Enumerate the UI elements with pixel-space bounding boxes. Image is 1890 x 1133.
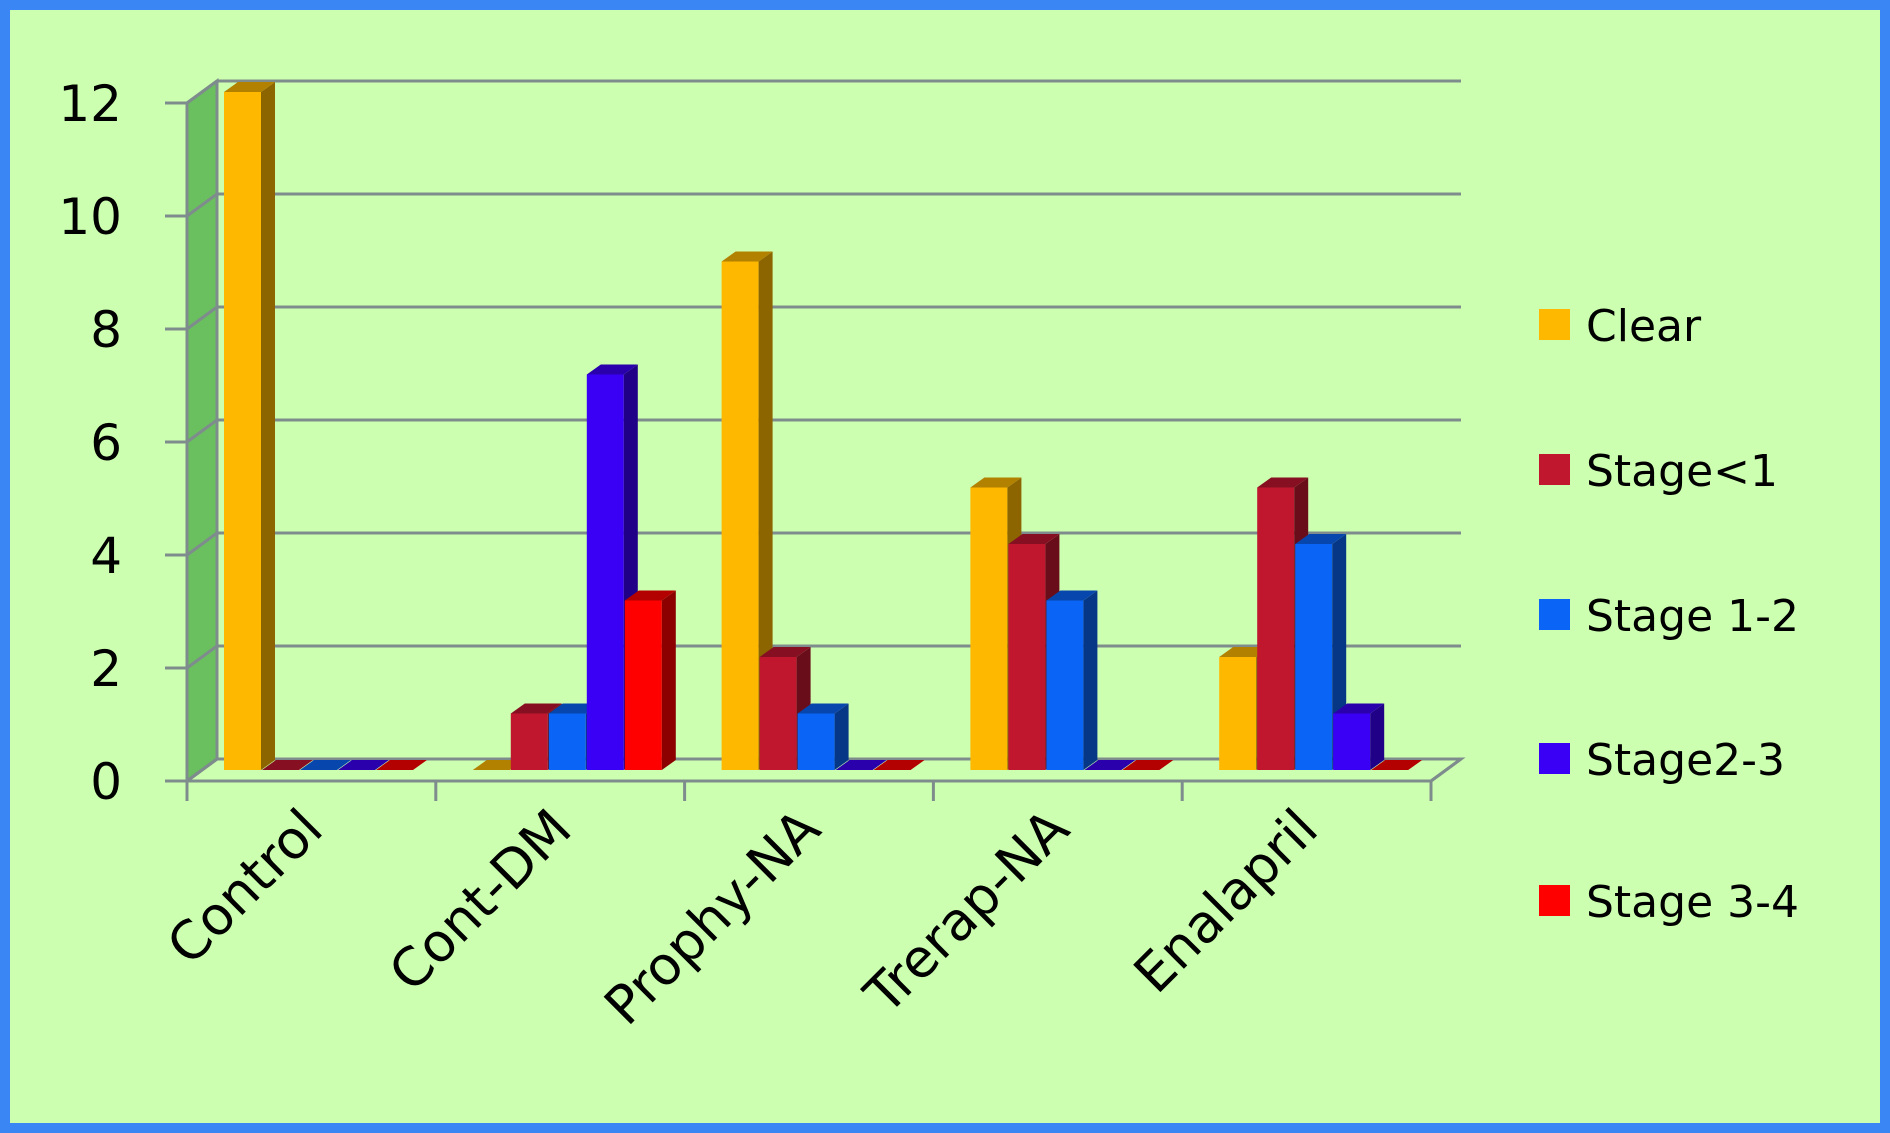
bar-top bbox=[1295, 534, 1347, 544]
bar-top bbox=[759, 647, 811, 657]
bar-clear bbox=[1219, 657, 1257, 770]
bar-top bbox=[262, 760, 313, 770]
y-tick-label: 2 bbox=[90, 640, 122, 698]
gridline-side bbox=[186, 418, 218, 444]
bar-side bbox=[1083, 590, 1098, 770]
bar-side bbox=[661, 590, 676, 770]
bar-top bbox=[721, 251, 773, 262]
legend-swatch bbox=[1539, 454, 1570, 485]
gridline-side bbox=[186, 531, 218, 557]
bar-stage-3-4 bbox=[624, 600, 662, 770]
bar-top bbox=[835, 760, 887, 770]
bar-top bbox=[624, 590, 676, 601]
floor-edge bbox=[1430, 757, 1462, 783]
legend-label: Clear bbox=[1586, 301, 1702, 352]
x-tick-label: Prophy-NA bbox=[593, 798, 832, 1037]
x-tick-label: Cont-DM bbox=[378, 798, 583, 1003]
bar-stage2-3 bbox=[586, 374, 624, 770]
legend-swatch bbox=[1539, 599, 1570, 630]
bar-top bbox=[510, 703, 562, 714]
bar-stage-1 bbox=[759, 657, 797, 770]
gridline-side bbox=[186, 79, 218, 105]
x-tick-label: Trerap-NA bbox=[853, 798, 1081, 1026]
gridline-side bbox=[186, 757, 218, 783]
bar-side bbox=[261, 82, 275, 770]
bar-top bbox=[1371, 760, 1423, 770]
bar-side bbox=[758, 251, 773, 770]
x-tick-label: Enalapril bbox=[1123, 798, 1330, 1005]
legend-label: Stage 3-4 bbox=[1586, 877, 1799, 928]
legend-label: Stage<1 bbox=[1586, 446, 1778, 497]
bar-top bbox=[1008, 534, 1060, 544]
bar-stage-1-2 bbox=[1295, 544, 1333, 770]
y-tick-label: 4 bbox=[90, 527, 122, 585]
gridline-side bbox=[186, 305, 218, 331]
bar-clear bbox=[224, 92, 261, 770]
bar-clear bbox=[970, 487, 1008, 770]
legend-swatch bbox=[1539, 309, 1570, 340]
bar-stage-1 bbox=[510, 713, 548, 770]
bar-stage-1-2 bbox=[548, 713, 586, 770]
legend-swatch bbox=[1539, 885, 1570, 916]
bar-top bbox=[224, 82, 275, 92]
x-tick-label: Control bbox=[156, 798, 335, 977]
y-tick-label: 10 bbox=[58, 188, 122, 246]
legend-label: Stage2-3 bbox=[1586, 735, 1785, 786]
bar-top bbox=[797, 703, 849, 714]
y-tick-label: 0 bbox=[90, 753, 122, 811]
bar-top bbox=[338, 760, 389, 770]
y-tick-label: 6 bbox=[90, 414, 122, 472]
bar-top bbox=[300, 760, 351, 770]
bar-top bbox=[1122, 760, 1174, 770]
y-tick-label: 8 bbox=[90, 301, 122, 359]
bar-stage-1-2 bbox=[1046, 600, 1084, 770]
y-tick-label: 12 bbox=[58, 75, 122, 133]
legend-label: Stage 1-2 bbox=[1586, 591, 1799, 642]
bar-stage-1 bbox=[1008, 544, 1046, 770]
bar-stage-1-2 bbox=[797, 713, 835, 770]
bar-stage2-3 bbox=[1333, 713, 1371, 770]
bar-side bbox=[1370, 703, 1385, 770]
gridline-side bbox=[186, 644, 218, 670]
bar-top bbox=[970, 477, 1022, 488]
bar-top bbox=[376, 760, 427, 770]
bar-top bbox=[586, 364, 638, 375]
bar-top bbox=[873, 760, 925, 770]
bar-clear bbox=[721, 261, 759, 770]
bar-stage-1 bbox=[1257, 487, 1295, 770]
bar-top bbox=[1046, 590, 1098, 601]
bar-top bbox=[1333, 703, 1385, 714]
bar-side bbox=[834, 703, 849, 770]
gridline-side bbox=[186, 192, 218, 218]
bar-top bbox=[1257, 477, 1309, 488]
bar-top bbox=[1084, 760, 1136, 770]
legend-swatch bbox=[1539, 743, 1570, 774]
